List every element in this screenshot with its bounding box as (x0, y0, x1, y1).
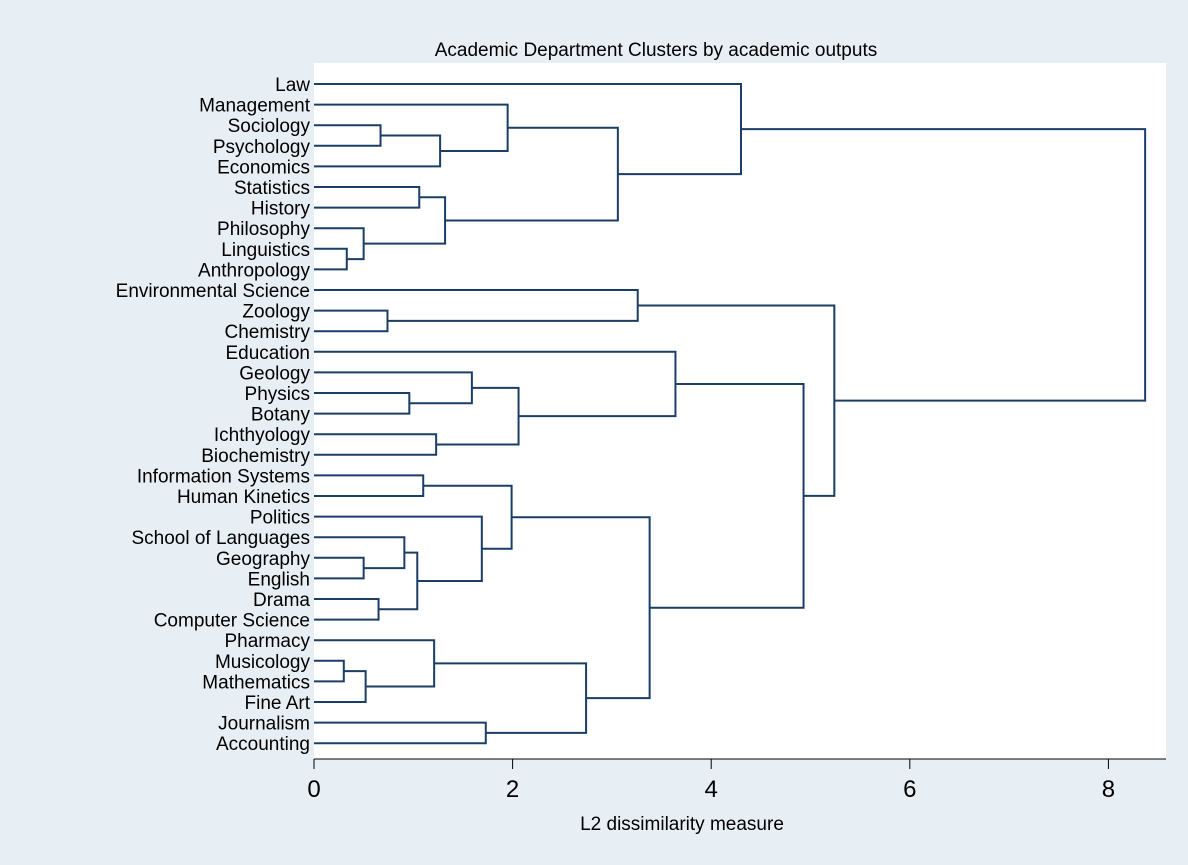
leaf-label: Philosophy (217, 219, 310, 240)
branches-group (314, 83, 1147, 745)
leaf-label: Physics (245, 384, 310, 405)
leaf-label: Pharmacy (224, 631, 310, 652)
chart-title: Academic Department Clusters by academic… (435, 40, 877, 61)
leaf-labels-group: LawManagementSociologyPsychologyEconomic… (116, 75, 311, 755)
leaf-label: Statistics (234, 178, 310, 199)
leaf-label: Geography (216, 549, 311, 570)
leaf-label: School of Languages (131, 528, 310, 549)
leaf-label: Politics (250, 508, 310, 529)
leaf-label: Geology (239, 363, 310, 384)
leaf-label: Accounting (216, 734, 310, 755)
leaf-label: Journalism (218, 714, 310, 735)
leaf-label: Drama (253, 590, 310, 611)
x-tick-label: 0 (307, 776, 320, 803)
x-tick-label: 8 (1102, 776, 1115, 803)
leaf-label: Management (199, 96, 311, 117)
leaf-label: Economics (217, 157, 310, 178)
leaf-label: Linguistics (221, 240, 310, 261)
leaf-label: Human Kinetics (177, 487, 310, 508)
dendrogram-link (740, 128, 1147, 402)
leaf-label: Sociology (228, 116, 311, 137)
chart-frame: Academic Department Clusters by academic… (10, 9, 1178, 853)
leaf-label: Fine Art (245, 693, 311, 714)
x-tick-label: 2 (506, 776, 519, 803)
leaf-label: English (248, 569, 310, 590)
dendrogram-chart: Academic Department Clusters by academic… (116, 40, 1166, 835)
x-tick-label: 4 (705, 776, 718, 803)
leaf-label: History (251, 199, 311, 220)
leaf-label: Environmental Science (116, 281, 310, 302)
leaf-label: Botany (251, 405, 311, 426)
leaf-label: Biochemistry (201, 446, 310, 467)
leaf-label: Zoology (242, 302, 310, 323)
plot-region (314, 63, 1166, 759)
x-axis: 0 2 4 6 8 (307, 758, 1166, 803)
x-axis-title: L2 dissimilarity measure (580, 814, 784, 835)
leaf-label: Psychology (213, 137, 311, 158)
x-tick-label: 6 (903, 776, 916, 803)
leaf-label: Information Systems (137, 466, 310, 487)
leaf-label: Computer Science (154, 611, 310, 632)
leaf-label: Mathematics (202, 672, 310, 693)
leaf-label: Ichthyology (214, 425, 311, 446)
leaf-label: Anthropology (198, 260, 310, 281)
dendrogram-link (436, 386, 520, 446)
leaf-label: Law (275, 75, 310, 96)
leaf-label: Chemistry (224, 322, 310, 343)
leaf-label: Musicology (215, 652, 311, 673)
leaf-label: Education (225, 343, 310, 364)
